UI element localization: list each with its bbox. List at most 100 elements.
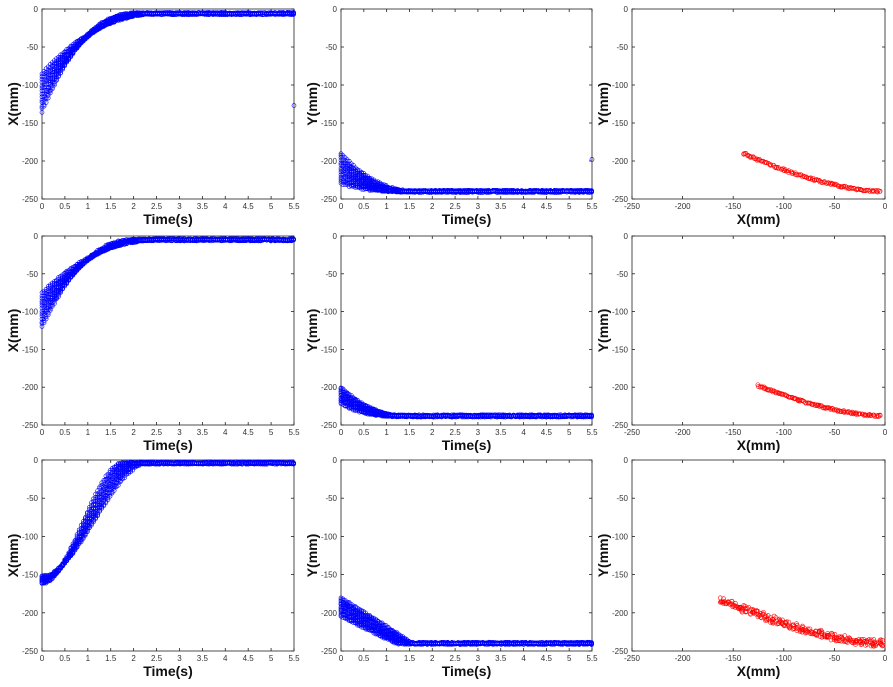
y-tick-label: -150 [612,119,629,128]
data-point [235,11,241,17]
x-tick-label: 3.5 [197,428,209,437]
data-point [289,10,294,16]
data-point [39,309,45,314]
x-tick-label: 0 [40,428,45,437]
data-point [41,77,47,82]
x-tick-label: 4 [223,428,228,437]
data-point [807,176,813,182]
x-tick-label: 3.5 [495,428,507,437]
data-point [404,414,410,419]
y-tick-label: 0 [333,232,338,241]
x-tick-label: 2.5 [450,428,462,437]
data-point [161,236,166,242]
data-point [109,20,115,25]
x-tick-label: 0.5 [358,428,370,437]
data-point [367,404,373,410]
x-tick-label: 3 [476,428,481,437]
data-point [486,188,492,193]
data-point [103,247,109,253]
data-point [128,14,133,20]
y-tick-label: -250 [321,421,338,430]
y-axis-label: Y(mm) [304,309,320,353]
x-tick-label: 0 [40,202,45,211]
data-point [482,414,488,419]
data-points [741,151,883,195]
x-tick-label: 0.5 [59,428,71,437]
x-tick-label: 5.5 [288,428,300,437]
data-points [338,385,594,420]
x-tick-label: 3 [476,202,481,211]
data-point [243,237,249,242]
data-point [855,186,861,192]
data-point [359,170,364,175]
data-point [784,168,790,174]
x-tick-label: 4.5 [243,202,255,211]
data-point [494,187,500,193]
data-point [381,410,387,416]
data-point [748,155,753,160]
data-point [556,190,561,195]
x-tick-label: 5 [567,202,572,211]
data-point [353,167,358,172]
data-points [39,10,297,115]
data-point [531,188,537,193]
y-tick-label: -250 [22,421,39,430]
x-tick-label: 1 [86,428,91,437]
x-tick-label: 4.5 [541,202,553,211]
data-point [101,248,107,254]
x-tick-label: 5 [269,202,274,211]
plot-area [41,235,295,426]
data-point [85,255,90,261]
data-point [289,238,294,243]
y-tick-label: -100 [321,308,338,317]
x-axis-label: Time(s) [442,437,492,453]
x-axis-label: X(mm) [737,211,781,227]
data-point [105,21,111,27]
x-tick-label: -150 [725,202,742,211]
y-tick-label: 0 [624,5,629,14]
data-point [227,236,232,241]
data-point [107,245,113,251]
x-tick-label: 2.5 [151,428,163,437]
data-point [140,12,146,18]
data-point [148,238,154,243]
x-tick-label: 0.5 [59,202,71,211]
x-tick-label: 3 [177,202,182,211]
data-point [445,190,451,195]
y-tick-label: -100 [22,81,39,90]
y-tick-label: -150 [321,119,338,128]
data-point [184,237,189,243]
x-tick-label: 1 [384,428,389,437]
data-point [502,188,508,194]
y-tick-label: -50 [26,43,38,52]
x-tick-label: 1 [384,202,389,211]
x-tick-label: 1.5 [105,428,117,437]
y-tick-label: -150 [321,345,338,354]
data-point [490,189,496,194]
data-points [39,236,296,329]
data-point [488,189,494,194]
x-tick-label: 4 [521,202,526,211]
data-point [272,10,278,15]
data-point [420,188,426,193]
data-point [122,242,127,247]
x-tick-label: 1 [86,202,91,211]
data-point [39,97,45,103]
x-tick-label: 0 [883,202,888,211]
data-point [564,413,570,419]
data-point [260,236,265,242]
data-point [282,237,288,243]
data-point [457,190,463,195]
data-point [97,249,103,255]
data-point [870,188,876,193]
x-axis-label: Time(s) [143,437,193,453]
data-point [268,11,274,16]
data-point [188,236,193,242]
data-point [291,237,296,242]
data-point [173,238,179,243]
data-point [548,189,553,194]
